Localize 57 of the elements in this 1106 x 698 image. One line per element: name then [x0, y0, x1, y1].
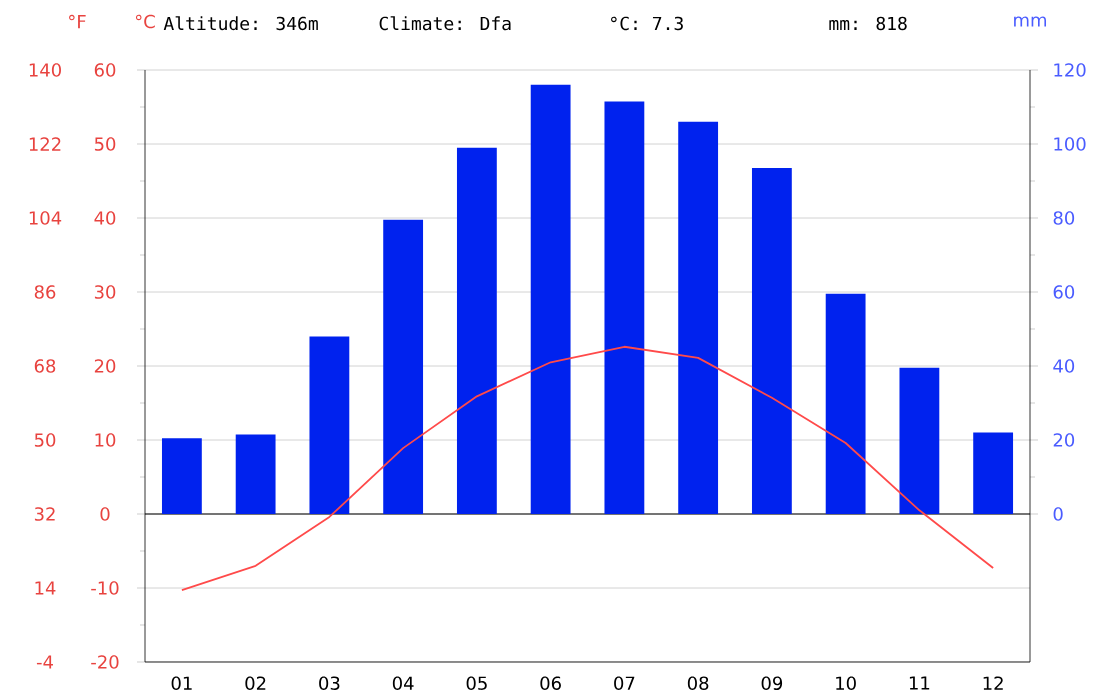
- bar: [456, 147, 497, 514]
- y-tick-label: 10: [95, 433, 116, 447]
- x-tick-label: 08: [687, 676, 709, 691]
- y3-tick-label: 68: [34, 359, 56, 373]
- bar: [899, 367, 940, 514]
- y2-tick-label: 20: [1053, 433, 1075, 447]
- line-series: [180, 345, 995, 592]
- y-tick-label: 50: [94, 137, 116, 151]
- x-tick-label: 01: [171, 676, 192, 691]
- bar: [678, 121, 719, 514]
- y2-tick-label: 60: [1053, 285, 1075, 299]
- y3-tick-label: 14: [35, 581, 56, 595]
- y-tick-label: -10: [91, 581, 119, 595]
- y-tick-label: 60: [94, 63, 116, 77]
- bar: [309, 336, 350, 514]
- x-tick-label: 11: [909, 676, 930, 690]
- x-tick-label: 04: [392, 676, 414, 691]
- y-tick-label: 0: [100, 507, 110, 521]
- text: °C: 7.3: [611, 16, 683, 31]
- y3-axis-title: °F: [69, 14, 86, 29]
- y-tick-label: 20: [94, 359, 116, 373]
- x-tick-label: 03: [319, 676, 340, 691]
- bar: [973, 432, 1014, 514]
- x-tick-label: 12: [983, 676, 1003, 690]
- bar: [235, 434, 276, 514]
- y3-tick-label: 86: [34, 285, 56, 299]
- text: Climate: Dfa: [379, 16, 511, 31]
- x-tick-label: 02: [245, 676, 266, 691]
- y-axis-title: °C: [135, 14, 155, 29]
- y3-tick-label: -4: [36, 655, 53, 669]
- y2-axis-title: mm: [1014, 16, 1047, 27]
- y2-tick-label: 80: [1053, 211, 1075, 225]
- y2-tick-label: 100: [1054, 137, 1086, 151]
- x-tick-label: 05: [466, 676, 487, 691]
- y3-tick-label: 104: [29, 211, 62, 225]
- y2-tick-label: 40: [1053, 359, 1075, 373]
- y3-tick-label: 50: [34, 433, 56, 447]
- y3-tick-label: 32: [34, 507, 55, 521]
- y-tick-label: 30: [94, 285, 116, 299]
- bar: [161, 438, 202, 514]
- x-tick-label: 10: [836, 676, 856, 691]
- bar: [825, 293, 866, 514]
- bar: [530, 84, 571, 514]
- text: mm: 818: [829, 16, 907, 31]
- bar: [383, 219, 424, 514]
- bar: [604, 101, 645, 514]
- x-tick-label: 06: [540, 676, 561, 691]
- y-tick-label: 40: [94, 211, 116, 225]
- text: Altitude: 346m: [163, 16, 318, 31]
- y2-tick-label: 0: [1053, 507, 1063, 521]
- y2-tick-label: 120: [1054, 63, 1086, 77]
- bar: [751, 168, 792, 514]
- y-tick-label: -20: [91, 655, 119, 669]
- x-tick-label: 07: [614, 676, 635, 691]
- y3-tick-label: 122: [29, 137, 61, 151]
- x-tick-label: 09: [761, 676, 783, 691]
- y3-tick-label: 140: [29, 63, 61, 77]
